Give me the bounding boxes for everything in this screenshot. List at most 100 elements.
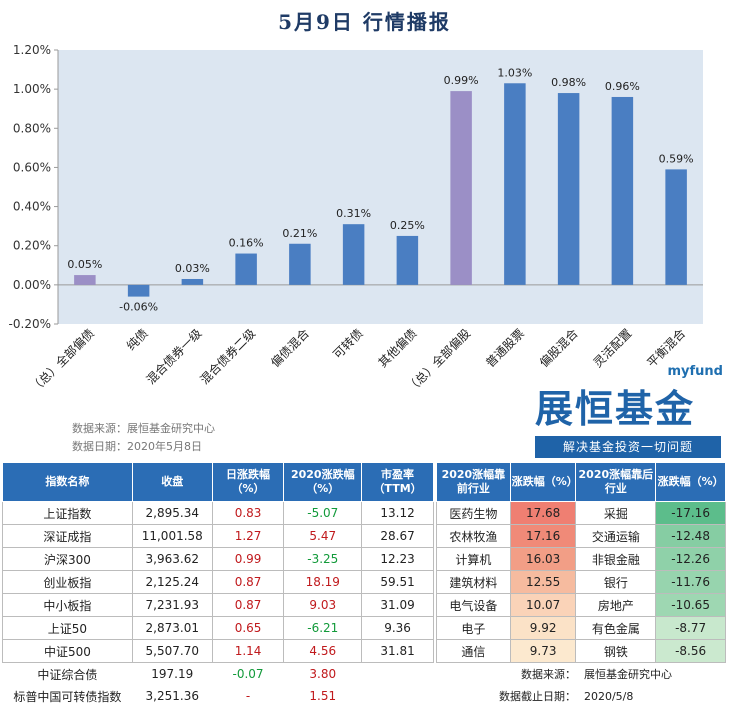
bottom-sector-name: 采掘 <box>575 501 657 525</box>
top-sector-name: 农林牧渔 <box>436 524 511 548</box>
header-close: 收盘 <box>131 462 213 502</box>
index-day-change: 0.65 <box>211 616 285 640</box>
top-sector-change: 10.07 <box>509 593 577 617</box>
plot-area <box>58 50 703 324</box>
header-top-sector: 2020涨幅靠前行业 <box>436 462 511 502</box>
index-pe: 31.09 <box>361 593 434 617</box>
y-tick-label: 1.00% <box>13 82 51 96</box>
top-sector-change: 17.68 <box>509 501 577 525</box>
index-ytd-change: 9.03 <box>283 593 363 617</box>
top-sector-name: 建筑材料 <box>436 570 511 594</box>
bar <box>181 278 204 285</box>
top-sector-change: 9.73 <box>509 639 577 663</box>
bottom-sector-change: -17.16 <box>655 501 726 525</box>
index-ytd-change: 3.80 <box>309 667 337 681</box>
data-label: -0.06% <box>119 301 158 314</box>
index-pe: 31.81 <box>361 639 434 663</box>
index-ytd-change: -6.21 <box>283 616 363 640</box>
category-label: 其他偏债 <box>375 326 420 371</box>
index-name: 中证500 <box>2 639 133 663</box>
data-label: 0.59% <box>659 152 694 165</box>
header-day-change: 日涨跌幅（%） <box>211 462 285 502</box>
source-line: 数据来源：展恒基金研究中心 <box>72 422 215 435</box>
page-title: 5月9日 行情播报 <box>278 10 451 34</box>
bar <box>611 96 634 285</box>
sector-date-value: 2020/5/8 <box>583 689 634 703</box>
index-name: 中小板指 <box>2 593 133 617</box>
index-close: 197.19 <box>151 667 194 681</box>
index-close: 5,507.70 <box>131 639 213 663</box>
bottom-sector-name: 交通运输 <box>575 524 657 548</box>
table-row: 中证500 5,507.70 1.14 4.56 31.81 <box>2 639 434 663</box>
table-row: 上证50 2,873.01 0.65 -6.21 9.36 <box>2 616 434 640</box>
index-name: 中证综合债 <box>37 667 98 682</box>
category-label: 混合债券一级 <box>143 326 205 388</box>
index-ytd-change: 5.47 <box>283 524 363 548</box>
index-table: 指数名称 收盘 日涨跌幅（%） 2020涨跌幅（%） 市盈率（TTM） 上证指数… <box>2 462 434 707</box>
data-label: 0.21% <box>282 227 317 240</box>
index-pe <box>362 685 434 707</box>
index-day-change: 0.83 <box>211 501 285 525</box>
data-label: 0.96% <box>605 80 640 93</box>
index-pe: 9.36 <box>361 616 434 640</box>
top-sector-name: 电子 <box>436 616 511 640</box>
table-row: 中证综合债 197.19 -0.07 3.80 <box>3 663 434 686</box>
index-name: 标普中国可转债指数 <box>13 689 122 704</box>
bottom-sector-change: -12.26 <box>655 547 726 571</box>
table-row: 建筑材料 12.55 银行 -11.76 <box>436 570 726 594</box>
index-day-change: 1.27 <box>211 524 285 548</box>
y-tick-label: 0.40% <box>13 200 51 214</box>
index-close: 2,895.34 <box>131 501 213 525</box>
index-ytd-change: -5.07 <box>283 501 363 525</box>
category-label: 纯债 <box>124 326 151 353</box>
table-row: 创业板指 2,125.24 0.87 18.19 59.51 <box>2 570 434 594</box>
table-row: 沪深300 3,963.62 0.99 -3.25 12.23 <box>2 547 434 571</box>
index-pe: 13.12 <box>361 501 434 525</box>
date-line: 数据日期：2020年5月8日 <box>72 440 202 453</box>
data-label: 0.03% <box>175 262 210 275</box>
sector-date-label: 数据截止日期： <box>498 690 576 703</box>
index-pe <box>362 663 434 686</box>
bar <box>504 83 526 285</box>
top-sector-name: 计算机 <box>436 547 511 571</box>
top-sector-name: 医药生物 <box>436 501 511 525</box>
index-ytd-change: 18.19 <box>283 570 363 594</box>
data-label: 0.25% <box>390 219 425 232</box>
index-day-change: - <box>245 689 251 703</box>
top-sector-name: 通信 <box>436 639 511 663</box>
index-day-change: -0.07 <box>232 667 264 681</box>
index-close: 3,251.36 <box>145 689 199 703</box>
bottom-sector-change: -10.65 <box>655 593 726 617</box>
header-bottom-change: 涨跌幅（%） <box>655 462 726 502</box>
index-pe: 12.23 <box>361 547 434 571</box>
sector-source-value: 展恒基金研究中心 <box>583 668 672 681</box>
index-close: 7,231.93 <box>131 593 213 617</box>
table-row: 计算机 16.03 非银金融 -12.26 <box>436 547 726 571</box>
header-top-change: 涨跌幅（%） <box>509 462 578 502</box>
table-row: 医药生物 17.68 采掘 -17.16 <box>436 501 726 525</box>
index-pe: 28.67 <box>361 524 434 548</box>
table-row: 通信 9.73 钢铁 -8.56 <box>436 639 726 663</box>
bottom-sector-change: -12.48 <box>655 524 726 548</box>
bar-chart: -0.20% 0.00% 0.20% 0.40% 0.60% 0.80% 1.00% 1.20… <box>9 43 703 396</box>
data-label: 0.98% <box>551 76 586 89</box>
top-sector-change: 9.92 <box>509 616 577 640</box>
category-label: 普通股票 <box>483 326 527 370</box>
top-sector-change: 17.16 <box>509 524 577 548</box>
data-label: 0.99% <box>444 74 479 87</box>
category-label: 混合债券二级 <box>197 326 259 388</box>
bar <box>235 253 257 285</box>
category-label: 偏债混合 <box>267 326 312 371</box>
index-ytd-change: 1.51 <box>309 689 337 703</box>
index-day-change: 0.99 <box>211 547 285 571</box>
header-bottom-sector: 2020涨幅靠后行业 <box>575 462 657 502</box>
brand-logo: myfund 展恒基金 解决基金投资一切问题 <box>527 364 727 460</box>
bar <box>557 93 580 285</box>
index-name: 深证成指 <box>2 524 133 548</box>
table-row: 深证成指 11,001.58 1.27 5.47 28.67 <box>2 524 434 548</box>
data-label: 1.03% <box>497 66 532 79</box>
index-day-change: 0.87 <box>211 570 285 594</box>
index-day-change: 0.87 <box>211 593 285 617</box>
index-name: 上证50 <box>2 616 133 640</box>
index-ytd-change: -3.25 <box>283 547 363 571</box>
